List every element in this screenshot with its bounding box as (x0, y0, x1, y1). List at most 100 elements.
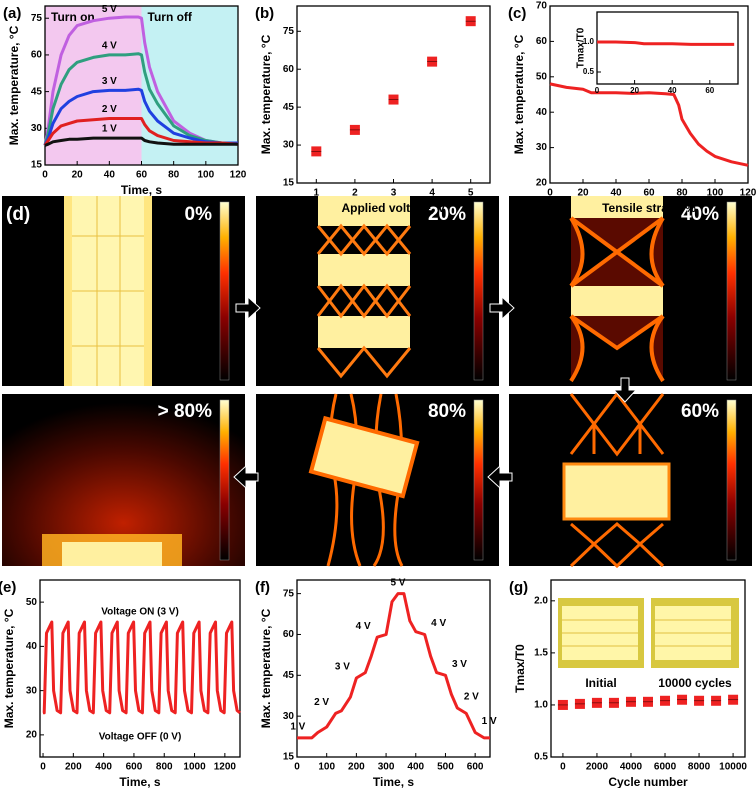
x-tick-label: 100 (318, 762, 335, 773)
y-tick-label: 75 (283, 26, 295, 37)
y-axis-label: Max. temperature, °C (512, 34, 526, 154)
x-tick-label: 120 (740, 188, 756, 199)
x-axis-label: Cycle number (608, 775, 688, 788)
x-tick-label: 100 (707, 188, 724, 199)
x-tick-label: 800 (156, 762, 173, 773)
x-tick-label: 600 (467, 762, 484, 773)
y-axis-label: Tmax/T0 (576, 27, 587, 68)
y-tick-label: 60 (283, 629, 295, 640)
x-tick-label: 20 (72, 170, 84, 181)
thermal-tile (509, 391, 752, 569)
arrow (612, 377, 638, 403)
line (43, 15, 238, 146)
x-tick-label: 20 (577, 188, 589, 199)
strain-label: 60% (681, 401, 719, 422)
y-tick-label: 60 (31, 50, 43, 61)
strain-label: 40% (681, 204, 719, 225)
y-tick-label: 40 (26, 641, 38, 652)
y-tick-label: 45 (283, 102, 295, 113)
y-tick-label: 30 (283, 140, 295, 151)
curve-label: 1 V (102, 124, 117, 135)
annotation: Voltage OFF (0 V) (99, 732, 182, 743)
x-tick-label: 20 (630, 86, 639, 95)
x-tick-label: 80 (168, 170, 180, 181)
x-tick-label: 40 (668, 86, 677, 95)
y-tick-label: 60 (283, 64, 295, 75)
strain-label: 0% (185, 204, 213, 225)
annotation: 10000 cycles (658, 676, 732, 690)
region-label: Turn off (148, 10, 193, 24)
region-label: Turn on (51, 10, 95, 24)
plot-frame (296, 5, 491, 184)
x-tick-label: 2000 (586, 762, 609, 773)
curve-label: 2 V (314, 697, 329, 708)
y-tick-label: 2.0 (534, 595, 548, 606)
x-tick-label: 0 (595, 86, 600, 95)
panel-label: (g) (509, 579, 528, 596)
panel-label: (e) (0, 579, 16, 596)
curve-label: 1 V (482, 716, 497, 727)
strain-label: 20% (428, 204, 466, 225)
y-tick-label: 15 (283, 178, 295, 189)
y-tick-label: 30 (26, 685, 38, 696)
thermal-tile (2, 196, 245, 386)
x-tick-label: 400 (95, 762, 112, 773)
y-tick-label: 0.5 (583, 67, 595, 76)
y-tick-label: 15 (31, 160, 43, 171)
strain-label: 80% (428, 401, 466, 422)
x-tick-label: 100 (197, 170, 214, 181)
arrow (233, 464, 259, 490)
y-axis-label: Max. temperature, °C (2, 608, 16, 728)
x-tick-label: 80 (676, 188, 688, 199)
line (43, 87, 238, 147)
x-axis-label: Tensile strain, % (602, 201, 696, 215)
x-tick-label: 0 (294, 762, 300, 773)
curve-label: 4 V (356, 621, 371, 632)
y-tick-label: 60 (536, 36, 548, 47)
x-tick-label: 40 (104, 170, 116, 181)
x-tick-label: 0 (40, 762, 46, 773)
arrow (487, 464, 513, 490)
x-axis-label: Time, s (119, 775, 160, 788)
x-tick-label: 8000 (688, 762, 711, 773)
annotation: Initial (585, 676, 616, 690)
line (597, 40, 735, 46)
y-tick-label: 20 (26, 730, 38, 741)
y-axis-label: Tmax/T0 (513, 644, 527, 693)
curve-label: 2 V (102, 104, 117, 115)
x-tick-label: 5 (468, 188, 474, 199)
curve-label: 4 V (102, 41, 117, 52)
y-tick-label: 45 (283, 670, 295, 681)
x-tick-label: 200 (348, 762, 365, 773)
y-axis-label: Max. temperature, °C (7, 25, 21, 145)
inset-photo (558, 598, 739, 668)
y-tick-label: 20 (536, 178, 548, 189)
panel-label: (d) (6, 204, 30, 225)
y-tick-label: 1.0 (534, 700, 548, 711)
curve-label: 5 V (102, 4, 117, 15)
x-tick-label: 500 (437, 762, 454, 773)
line (549, 82, 749, 167)
x-tick-label: 60 (705, 86, 714, 95)
y-axis-label: Max. temperature, °C (259, 608, 273, 728)
panel-label: (c) (508, 5, 526, 22)
plot-frame (550, 579, 746, 758)
x-tick-label: 1000 (183, 762, 206, 773)
x-tick-label: 1 (314, 188, 320, 199)
panel-label: (f) (255, 579, 270, 596)
y-tick-label: 30 (283, 711, 295, 722)
x-tick-label: 0 (560, 762, 566, 773)
x-tick-label: 60 (136, 170, 148, 181)
curve-label: 3 V (335, 662, 350, 673)
x-tick-label: 400 (407, 762, 424, 773)
y-axis-label: Max. temperature, °C (259, 34, 273, 154)
y-tick-label: 75 (31, 13, 43, 24)
x-tick-label: 2 (352, 188, 358, 199)
x-tick-label: 10000 (719, 762, 747, 773)
curve-label: 2 V (464, 692, 479, 703)
plot-frame (39, 579, 241, 758)
x-axis-label: Time, s (373, 775, 414, 788)
y-tick-label: 0.5 (534, 752, 548, 763)
curve-label: 3 V (102, 76, 117, 87)
